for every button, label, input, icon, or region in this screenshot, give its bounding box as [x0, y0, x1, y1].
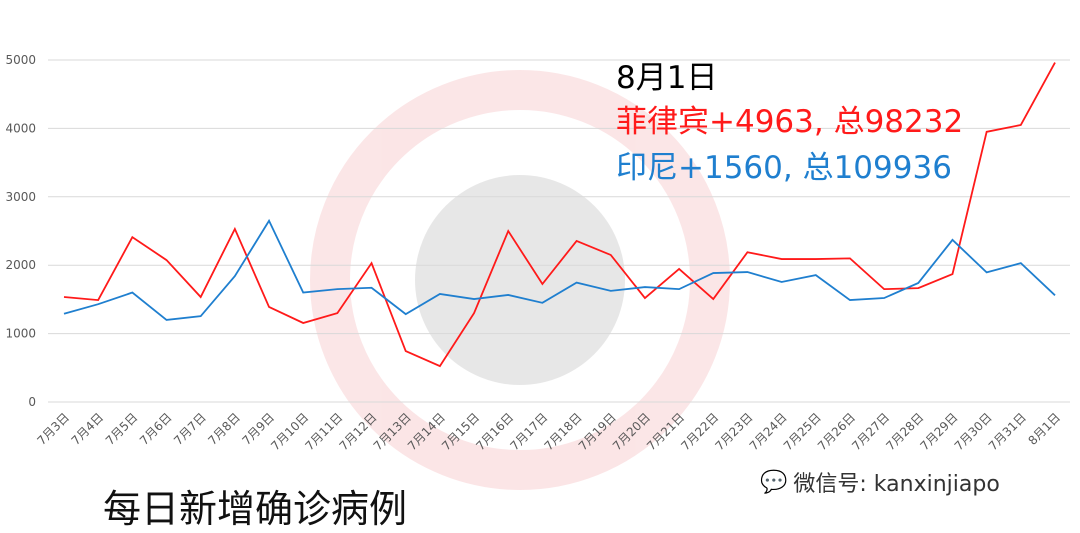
source-text: 微信号: kanxinjiapo [793, 466, 999, 498]
annotation-date: 8月1日 [616, 52, 717, 97]
chart-title: 每日新增确诊病例 [103, 478, 407, 533]
annotation-indonesia: 印尼+1560, 总109936 [616, 142, 952, 187]
x-tick-label: 7月31日 [986, 410, 1029, 453]
wechat-source: 💬微信号: kanxinjiapo [760, 466, 1000, 498]
wechat-icon: 💬 [760, 470, 787, 495]
x-tick-label: 7月8日 [205, 410, 243, 448]
y-tick-label: 1000 [5, 327, 36, 341]
y-tick-label: 5000 [5, 53, 36, 67]
x-tick-label: 7月3日 [34, 410, 72, 448]
y-tick-label: 3000 [5, 190, 36, 204]
x-tick-label: 7月5日 [103, 410, 141, 448]
x-tick-label: 7月6日 [137, 410, 175, 448]
y-tick-label: 2000 [5, 258, 36, 272]
y-tick-label: 0 [28, 395, 36, 409]
x-tick-label: 7月7日 [171, 410, 209, 448]
annotation-philippines: 菲律宾+4963, 总98232 [616, 96, 963, 141]
x-tick-label: 8月1日 [1025, 410, 1063, 448]
x-tick-label: 7月4日 [69, 410, 107, 448]
y-tick-label: 4000 [5, 121, 36, 135]
